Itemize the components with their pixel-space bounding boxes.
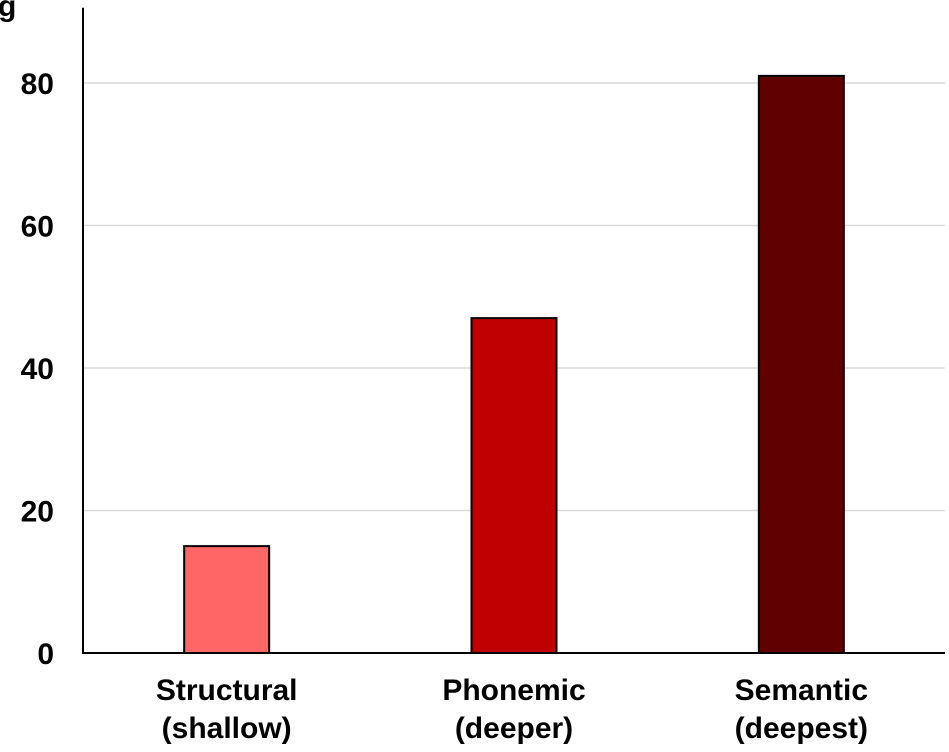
y-tick-label: 20 <box>21 496 54 529</box>
x-tick-label: Structural (shallow) <box>156 674 298 745</box>
x-tick-label: Phonemic (deeper) <box>442 674 585 745</box>
x-tick-label-line: Structural <box>156 674 298 707</box>
cropped-title-glyph: g <box>0 0 16 23</box>
y-tick-label: 40 <box>21 353 54 386</box>
y-tick-labels: 0 20 40 60 80 <box>21 68 54 671</box>
x-tick-label-line: (deeper) <box>455 712 573 745</box>
x-tick-label-line: Semantic <box>735 674 868 707</box>
x-tick-labels: Structural (shallow) Phonemic (deeper) Seman… <box>156 674 868 745</box>
x-tick-label-line: (shallow) <box>162 712 292 745</box>
bar <box>183 545 271 654</box>
y-tick-label: 80 <box>21 68 54 101</box>
y-tick-label: 60 <box>21 211 54 244</box>
axes <box>82 7 945 654</box>
x-tick-label: Semantic (deepest) <box>735 674 868 745</box>
bar <box>470 317 558 654</box>
bar <box>757 74 845 654</box>
bars <box>183 74 845 654</box>
x-tick-label-line: Phonemic <box>442 674 585 707</box>
x-tick-label-line: (deepest) <box>735 712 868 745</box>
y-tick-label: 0 <box>37 638 54 671</box>
